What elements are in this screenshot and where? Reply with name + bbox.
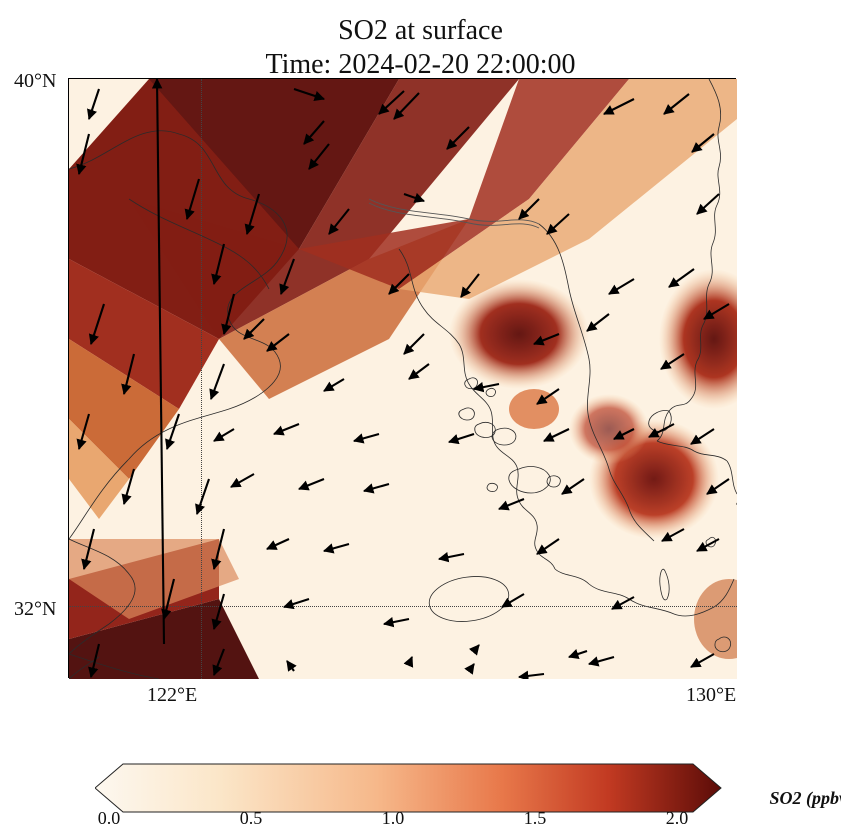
wind-vector-field bbox=[69, 79, 737, 679]
cbar-tick-3: 1.5 bbox=[524, 808, 547, 829]
so2-map-screen: SO2 at surface Time: 2024-02-20 22:00:00… bbox=[0, 0, 841, 839]
colorbar-title: SO2 (ppbv) bbox=[770, 788, 841, 809]
cbar-tick-4: 2.0 bbox=[666, 808, 689, 829]
y-axis-top-label: 40°N bbox=[14, 70, 56, 93]
x-axis-right-label: 130°E bbox=[686, 684, 736, 707]
chart-title: SO2 at surface Time: 2024-02-20 22:00:00 bbox=[0, 14, 841, 82]
colorbar[interactable]: SO2 (ppbv) 0.0 0.5 1.0 1.5 2.0 bbox=[95, 760, 745, 839]
title-line1: SO2 at surface bbox=[0, 14, 841, 48]
map-plot-area[interactable] bbox=[68, 78, 736, 678]
cbar-tick-2: 1.0 bbox=[382, 808, 405, 829]
y-axis-bottom-label: 32°N bbox=[14, 598, 56, 621]
colorbar-ticks: 0.0 0.5 1.0 1.5 2.0 bbox=[95, 808, 695, 828]
x-axis-left-label: 122°E bbox=[147, 684, 197, 707]
cbar-tick-0: 0.0 bbox=[98, 808, 121, 829]
cbar-tick-1: 0.5 bbox=[240, 808, 263, 829]
